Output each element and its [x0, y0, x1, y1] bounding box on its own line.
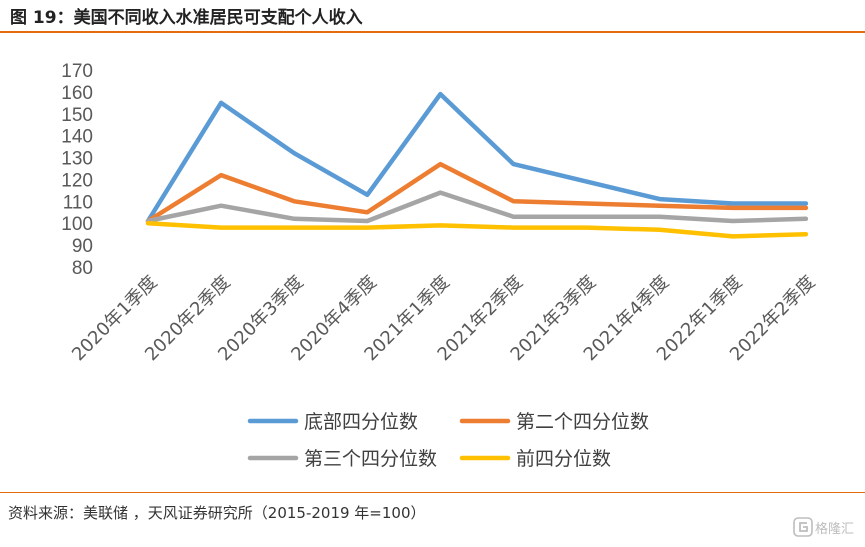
legend-label: 第三个四分位数 — [304, 448, 437, 470]
legend-label: 前四分位数 — [516, 448, 611, 470]
legend-label: 底部四分位数 — [304, 411, 418, 433]
series-lines — [145, 91, 809, 239]
series-line-2 — [145, 161, 809, 224]
y-tick-label: 150 — [61, 105, 93, 126]
watermark-text: 格隆汇 — [815, 521, 854, 537]
figure-title: 图 19：美国不同收入水准居民可支配个人收入 — [10, 8, 363, 28]
x-axis: 2020年1季度2020年2季度2020年3季度2020年4季度2021年1季度… — [68, 272, 819, 366]
y-tick-label: 130 — [61, 149, 93, 170]
y-tick-label: 140 — [61, 127, 93, 148]
footer-divider — [0, 492, 865, 493]
series-line-4 — [145, 220, 809, 239]
y-tick-label: 120 — [61, 170, 93, 191]
y-tick-label: 160 — [61, 83, 93, 104]
series-line-3 — [145, 190, 809, 224]
title-divider — [0, 31, 865, 33]
y-tick-label: 100 — [61, 214, 93, 235]
y-tick-label: 80 — [72, 258, 93, 279]
y-tick-label: 110 — [63, 192, 93, 213]
y-tick-label: 90 — [72, 236, 93, 257]
source-note: 资料来源：美联储 ，天风证券研究所（2015-2019 年=100） — [8, 504, 426, 522]
series-line-1 — [145, 91, 809, 224]
y-tick-label: 170 — [61, 61, 93, 82]
legend-label: 第二个四分位数 — [516, 411, 649, 433]
gelonghui-logo-icon: 格隆汇 — [793, 517, 854, 537]
